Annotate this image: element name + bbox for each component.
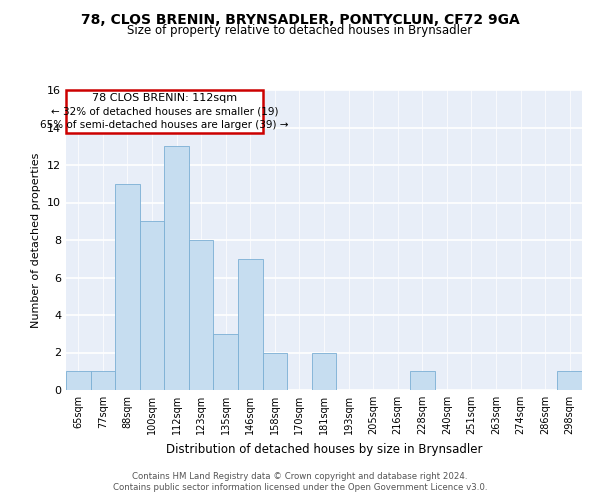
Bar: [91, 371, 115, 390]
Text: Size of property relative to detached houses in Brynsadler: Size of property relative to detached ho…: [127, 24, 473, 37]
Bar: [557, 371, 582, 390]
Bar: [164, 146, 189, 390]
Text: 78 CLOS BRENIN: 112sqm: 78 CLOS BRENIN: 112sqm: [92, 93, 237, 103]
Bar: [312, 352, 336, 390]
Bar: [140, 221, 164, 390]
Bar: [410, 371, 434, 390]
Bar: [189, 240, 214, 390]
Text: Contains HM Land Registry data © Crown copyright and database right 2024.: Contains HM Land Registry data © Crown c…: [132, 472, 468, 481]
X-axis label: Distribution of detached houses by size in Brynsadler: Distribution of detached houses by size …: [166, 442, 482, 456]
Bar: [238, 259, 263, 390]
Y-axis label: Number of detached properties: Number of detached properties: [31, 152, 41, 328]
Bar: [214, 334, 238, 390]
FancyBboxPatch shape: [66, 90, 263, 133]
Bar: [66, 371, 91, 390]
Bar: [263, 352, 287, 390]
Text: ← 32% of detached houses are smaller (19): ← 32% of detached houses are smaller (19…: [50, 106, 278, 117]
Text: 65% of semi-detached houses are larger (39) →: 65% of semi-detached houses are larger (…: [40, 120, 289, 130]
Text: Contains public sector information licensed under the Open Government Licence v3: Contains public sector information licen…: [113, 483, 487, 492]
Bar: [115, 184, 140, 390]
Text: 78, CLOS BRENIN, BRYNSADLER, PONTYCLUN, CF72 9GA: 78, CLOS BRENIN, BRYNSADLER, PONTYCLUN, …: [80, 12, 520, 26]
